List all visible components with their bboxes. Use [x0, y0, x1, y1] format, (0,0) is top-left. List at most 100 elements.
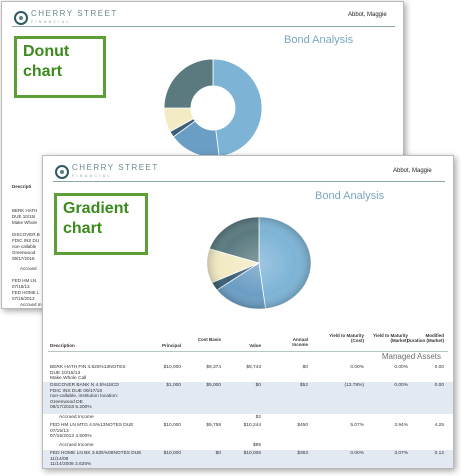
row-description: Make Whole Call: [50, 376, 87, 382]
row-description: 11/14/2008 3.625%: [50, 462, 92, 468]
report-title: Bond Analysis: [284, 34, 354, 46]
back-row-text: non-callable: [12, 244, 37, 249]
back-row-text: Accrued: [20, 266, 37, 271]
cell-ytm-cost: (13.78%): [344, 383, 364, 388]
row-description: DUE 10/15/13: [50, 370, 81, 376]
table-row: FED HOME LN BK 3.625%08NOTES DUE 11/14/08…: [43, 450, 453, 468]
cell-dur: 0.00: [434, 383, 444, 388]
row-description: 09/17/2018 5.200%: [50, 405, 92, 411]
gradient-report-page: CHERRY STREET FINANCIAL Abbot, Maggie Bon…: [42, 155, 454, 469]
logo-icon: [55, 165, 69, 179]
back-row-text: DUE 10/15/: [12, 214, 36, 219]
cell-value: $0: [255, 383, 261, 388]
back-row-text: FED HOME L: [12, 290, 40, 295]
cell-dur: 4.25: [434, 423, 444, 428]
back-row-text: Make Whole: [12, 220, 38, 225]
cell-cost: $5,000: [206, 383, 221, 388]
cell-ytm-mkt: 3.07%: [394, 451, 408, 456]
back-row-text: BERK HATH: [12, 208, 38, 213]
description-header: Descripti: [12, 184, 32, 189]
cell-dur: 0.00: [434, 365, 444, 370]
donut-slice-1: [212, 58, 263, 158]
back-row-text: FDIC INS DU: [12, 238, 39, 243]
label-line-2: chart: [23, 63, 63, 80]
cell-principal: $1,000: [166, 383, 181, 388]
pie-shading: [207, 217, 311, 309]
back-row-text: FED HM LN: [12, 278, 37, 283]
row-description: 07/15/13: [50, 428, 69, 434]
table-row: FED HM LN MTG 4.5%13NOTES DUE 07/15/13 07/…: [43, 422, 453, 442]
column-header-ytm-cost: Yield to Maturity (Cost): [329, 333, 364, 343]
accrued-value: $95: [252, 443, 261, 448]
column-header-value: Value: [249, 343, 261, 348]
table-header-rule: [48, 351, 448, 352]
section-label: Managed Assets: [381, 352, 441, 361]
donut-slice-5: [163, 58, 214, 109]
cell-ytm-cost: 0.00%: [350, 451, 364, 456]
back-row-text: 07/15/13: [12, 284, 30, 289]
accrued-value: $2: [255, 415, 261, 420]
back-row-text: Greenwood: [12, 250, 36, 255]
row-description: FDIC INS DUE 09/17/18: [50, 388, 102, 394]
gradient-pie-chart: [206, 216, 312, 310]
row-description: 11/14/08: [50, 456, 69, 462]
cell-income: $52: [299, 383, 308, 388]
cell-income: $450: [297, 423, 308, 428]
label-line-1: Donut: [23, 43, 70, 60]
header-rule: [12, 26, 395, 27]
back-row-text: 09/17/2018: [12, 256, 35, 261]
accrued-label: Accrued Income: [59, 443, 94, 448]
cell-cost: $9,759: [206, 423, 221, 428]
label-line-2: chart: [63, 220, 103, 237]
cell-value: $10,006: [243, 451, 261, 456]
donut-chart-label: Donut chart: [14, 36, 106, 98]
label-line-1: Gradient: [63, 200, 129, 217]
cell-ytm-cost: 0.00%: [350, 365, 364, 370]
header-rule: [53, 181, 445, 182]
cell-principal: $10,000: [163, 451, 181, 456]
cell-income: $0: [302, 365, 308, 370]
company-logo: CHERRY STREET FINANCIAL: [14, 10, 118, 26]
back-row-text: Accrued In: [20, 302, 42, 307]
column-header-annual-income: Annual Income: [292, 337, 308, 347]
table-row: DISCOVER BANK N 4.5%18CD FDIC INS DUE 09/…: [43, 382, 453, 414]
row-description: non-callable, institution location:: [50, 394, 118, 400]
column-header-principal: Principal: [161, 343, 181, 348]
column-header-modified-duration: Modified Duration (Market): [406, 333, 444, 343]
cell-dur: 0.12: [434, 451, 444, 456]
row-description: 07/15/2013 4.500%: [50, 434, 92, 440]
logo-text: CHERRY STREET FINANCIAL: [72, 163, 159, 179]
cell-principal: $10,000: [163, 423, 181, 428]
cell-principal: $10,000: [163, 365, 181, 370]
cell-value: $10,244: [243, 423, 261, 428]
cell-value: $9,743: [246, 365, 261, 370]
cell-ytm-mkt: 0.00%: [394, 383, 408, 388]
row-description: Greenwood DE: [50, 399, 83, 405]
cell-cost: $9,374: [206, 365, 221, 370]
back-row-text: 07/15/2013: [12, 296, 35, 301]
row-description: DISCOVER BANK N 4.5%18CD: [50, 383, 119, 388]
row-description: BERK HATH FIN 4.625%13NOTES: [50, 365, 126, 370]
donut-chart: [163, 58, 263, 158]
column-header-cost-basis: Cost Basis: [197, 337, 221, 342]
back-row-text: DISCOVER B: [12, 232, 40, 237]
logo-icon: [14, 11, 28, 25]
column-header-ytm-market: Yield to Maturity (Market): [373, 333, 408, 343]
accrued-label: Accrued Income: [59, 415, 94, 420]
accrued-income-row: Accrued Income $95: [43, 442, 453, 450]
cell-ytm-cost: 5.07%: [350, 423, 364, 428]
report-title: Bond Analysis: [315, 190, 385, 202]
cell-income: $363: [297, 451, 308, 456]
company-logo: CHERRY STREET FINANCIAL: [55, 164, 159, 180]
column-header-description: Description: [50, 343, 75, 348]
cell-ytm-mkt: 3.94%: [394, 423, 408, 428]
client-name: Abbot, Maggie: [348, 12, 387, 18]
gradient-chart-label: Gradient chart: [54, 193, 148, 255]
logo-text: CHERRY STREET FINANCIAL: [31, 9, 118, 25]
client-name: Abbot, Maggie: [393, 168, 432, 174]
row-description: FED HM LN MTG 4.5%13NOTES DUE: [50, 423, 134, 428]
row-description: FED HOME LN BK 3.625%08NOTES DUE: [50, 451, 142, 456]
cell-cost: $0: [215, 451, 221, 456]
cell-ytm-mkt: 0.00%: [394, 365, 408, 370]
table-row: BERK HATH FIN 4.625%13NOTES DUE 10/15/13 M…: [43, 364, 453, 382]
